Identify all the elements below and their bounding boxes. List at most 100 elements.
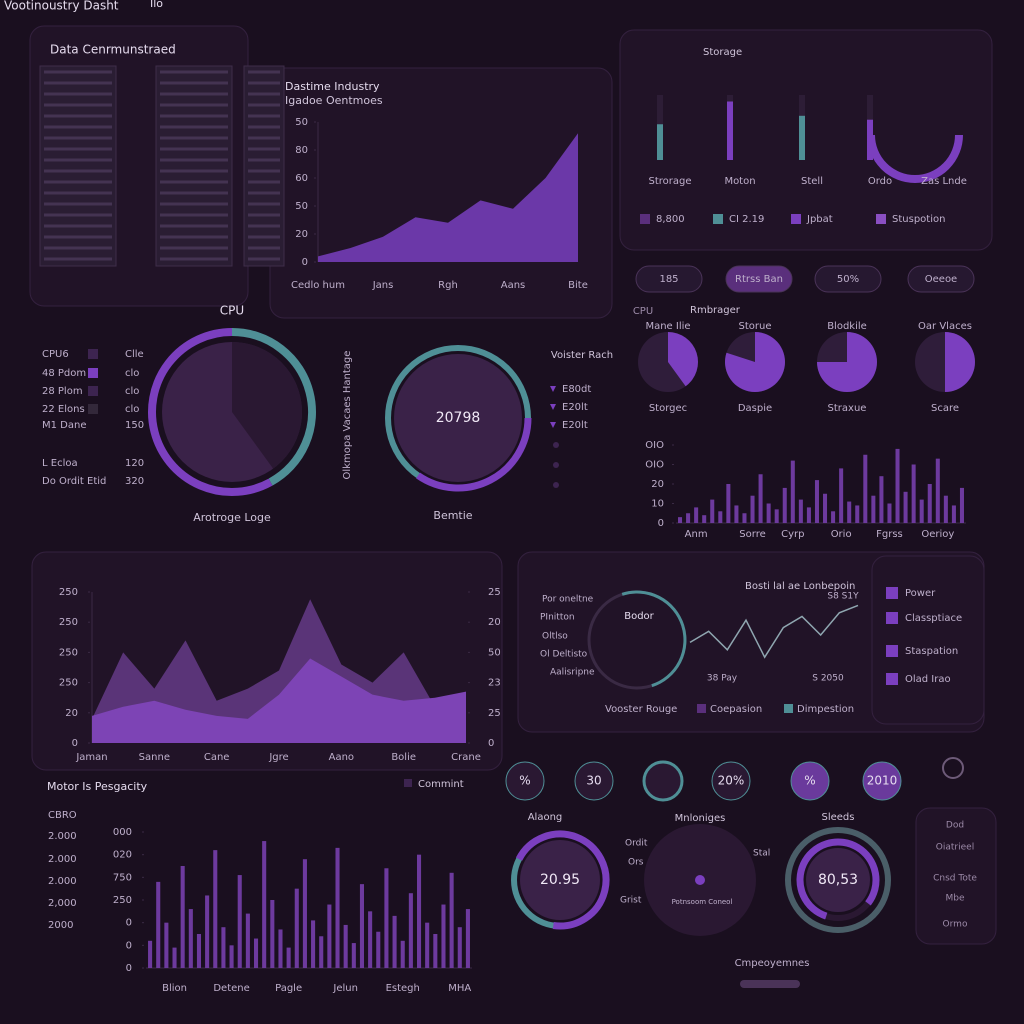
bar: [433, 934, 438, 968]
bar: [686, 513, 691, 523]
bar: [919, 499, 924, 523]
legend-label: Coepasion: [710, 704, 762, 715]
bar: [806, 507, 811, 523]
bar: [400, 940, 405, 968]
header-subtitle: Ilo: [150, 0, 163, 10]
round-button[interactable]: [711, 761, 751, 801]
tick-label: 250: [113, 895, 132, 906]
bar: [164, 922, 169, 968]
x-tick-label: Cedlo hum: [291, 280, 345, 291]
control-label[interactable]: 50%: [837, 274, 859, 285]
pie-caption: Daspie: [738, 403, 772, 414]
header-title: Vootinoustry Dasht: [4, 0, 119, 13]
x-tick-label: Estegh: [386, 983, 420, 994]
dial-label: Ordit: [625, 839, 648, 849]
donut-decor: [232, 342, 302, 469]
legend-swatch: [886, 587, 898, 599]
x-tick-label: Crane: [451, 752, 481, 763]
tick-label: 20: [488, 617, 501, 628]
server-rack: [155, 65, 233, 267]
control-label[interactable]: Rtrss Ban: [735, 274, 783, 285]
status-ring: [942, 757, 964, 779]
slider[interactable]: [740, 980, 800, 988]
x-tick-label: Orio: [831, 529, 852, 540]
legend-label: 28 Plom: [42, 386, 83, 397]
x-tick-label: Bite: [568, 280, 588, 291]
pie-caption: Scare: [931, 403, 959, 414]
button-label[interactable]: 30: [586, 774, 601, 788]
bar: [327, 904, 332, 968]
bar: [270, 900, 275, 968]
button-label[interactable]: %: [804, 774, 815, 788]
tick-label: 20: [651, 479, 664, 490]
annotation: Commint: [418, 779, 464, 790]
pie-slice: [725, 332, 785, 393]
bar: [237, 875, 242, 968]
legend-value: Clle: [125, 349, 144, 360]
tick-label: 25: [488, 708, 501, 719]
annotation: S8 S1Y: [827, 592, 859, 602]
round-button[interactable]: [642, 760, 684, 802]
bar: [831, 511, 836, 523]
x-tick-label: Jans: [372, 280, 394, 291]
round-button[interactable]: [790, 761, 830, 801]
bar: [758, 474, 763, 523]
title: Storage: [703, 47, 742, 58]
control-button[interactable]: [635, 265, 703, 293]
legend-swatch: [784, 704, 793, 713]
control-label[interactable]: Oeeoe: [925, 274, 957, 285]
bar: [172, 947, 177, 968]
x-tick-label: Oerioy: [921, 529, 954, 540]
button-label[interactable]: 2010: [867, 774, 898, 788]
dial-label: Grist: [620, 896, 642, 906]
dial-title: Mnloniges: [675, 813, 726, 824]
ring-decor: [867, 134, 963, 183]
legend-title: Voister Rach: [551, 350, 613, 361]
tick-label: OIO: [645, 460, 664, 471]
pie-caption: Storgec: [649, 403, 687, 414]
annotation: 38 Pay: [707, 674, 738, 684]
round-button[interactable]: [862, 761, 902, 801]
x-tick-label: Strorage: [648, 176, 691, 187]
legend-swatch: [876, 214, 886, 224]
button-label[interactable]: %: [519, 774, 530, 788]
bar: [927, 484, 932, 523]
line: [689, 604, 859, 659]
bar: [943, 495, 948, 523]
pie-slice: [945, 332, 975, 392]
round-button[interactable]: [505, 761, 545, 801]
control-button[interactable]: [814, 265, 882, 293]
bar: [959, 487, 964, 523]
title: CPU: [220, 304, 244, 318]
legend-value: 320: [125, 476, 144, 487]
control-button[interactable]: [907, 265, 975, 293]
legend-swatch: [713, 214, 723, 224]
tick-label: 20: [65, 708, 78, 719]
server-rack: [243, 65, 285, 267]
legend-label: Jpbat: [806, 214, 833, 225]
control-button[interactable]: [725, 265, 793, 293]
bar: [302, 859, 307, 968]
button-label[interactable]: 20%: [718, 774, 745, 788]
bar: [205, 895, 210, 968]
bar: [657, 124, 663, 160]
bar: [221, 927, 226, 968]
legend-value: 150: [125, 420, 144, 431]
bar: [253, 938, 259, 968]
legend-swatch: [791, 214, 801, 224]
gauge-arc: [796, 838, 880, 920]
bar: [871, 495, 876, 523]
donut-segment: [231, 328, 316, 486]
caption: Arotroge Loge: [193, 511, 271, 524]
round-button[interactable]: [574, 761, 614, 801]
gauge-disc: [806, 848, 870, 912]
bar: [180, 866, 185, 968]
bar: [319, 936, 324, 968]
legend-label: 2.000: [48, 831, 77, 842]
legend-label: Do Ordit Etid: [42, 476, 106, 487]
x-tick-label: Rgh: [438, 280, 458, 291]
control-label[interactable]: 185: [659, 274, 678, 285]
caption: Igadoe Oentmoes: [285, 94, 383, 107]
bar: [457, 927, 462, 968]
tick-label: 250: [59, 617, 78, 628]
